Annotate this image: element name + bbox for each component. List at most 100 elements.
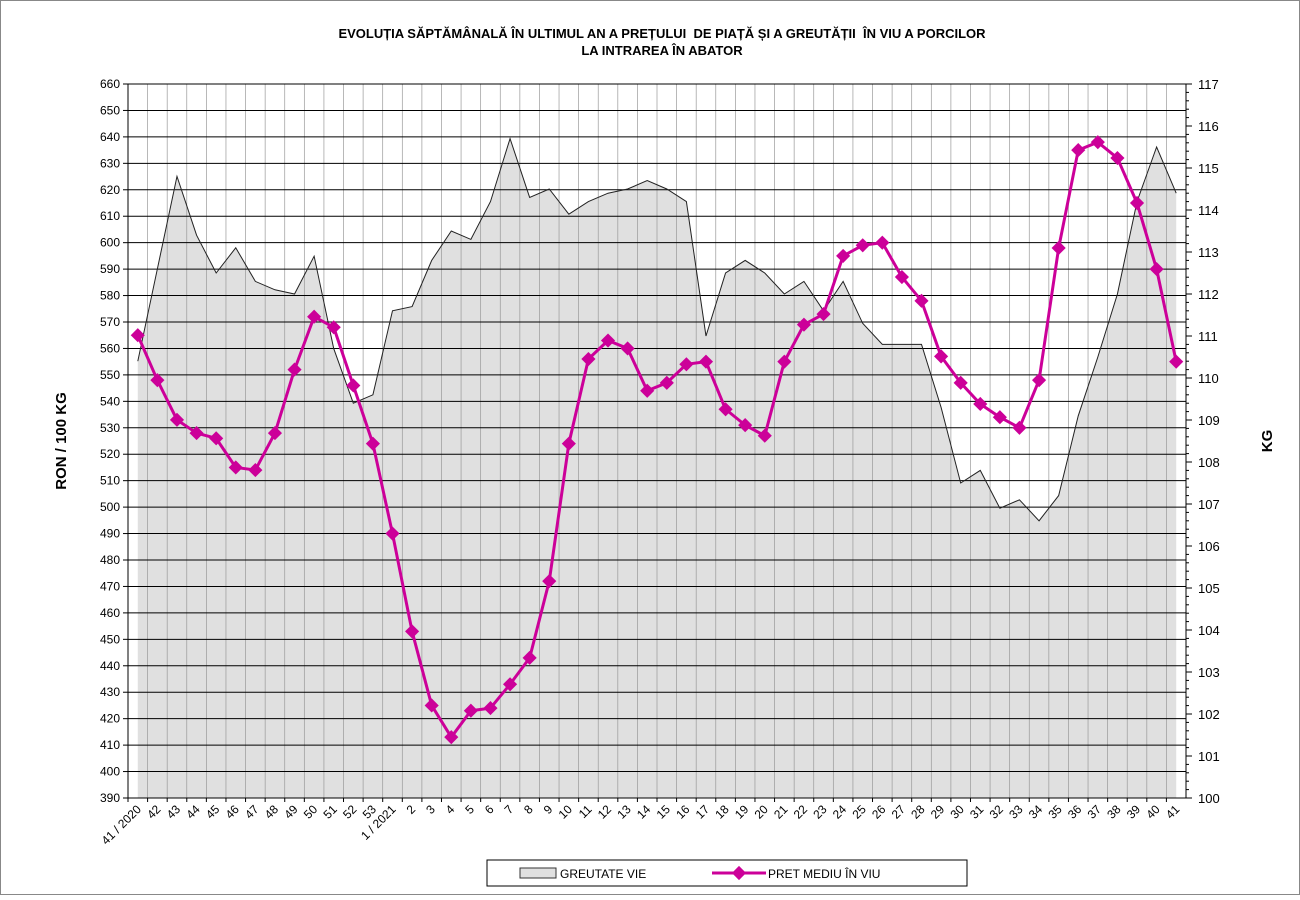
y-tick-label: 400 <box>100 765 120 779</box>
y2-tick-label: 103 <box>1198 665 1220 680</box>
price-marker <box>326 320 341 335</box>
legend-label: GREUTATE VIE <box>560 867 646 881</box>
price-marker <box>424 698 439 713</box>
y2-tick-label: 112 <box>1198 287 1219 302</box>
y2-tick-label: 117 <box>1198 77 1219 92</box>
y-tick-label: 530 <box>100 421 120 435</box>
y2-tick-label: 106 <box>1198 539 1220 554</box>
y-axis-label: RON / 100 KG <box>53 392 70 490</box>
price-marker <box>796 317 812 332</box>
chart-title: EVOLUȚIA SĂPTĂMÂNALĂ ÎN ULTIMUL AN A PRE… <box>338 26 986 41</box>
y-tick-label: 540 <box>100 394 120 408</box>
y-tick-label: 430 <box>100 685 120 699</box>
y-tick-label: 560 <box>100 341 120 355</box>
y2-axis-label: KG <box>1259 430 1276 453</box>
price-marker <box>855 238 870 253</box>
y2-tick-label: 110 <box>1198 371 1219 386</box>
price-marker <box>620 341 635 356</box>
y-tick-label: 660 <box>100 77 120 91</box>
plot-area: 390 400 410 420 430 440 450 460 470 480 490 500 510 5… <box>99 77 1220 848</box>
y-tick-label: 520 <box>100 447 120 461</box>
price-marker <box>600 333 616 348</box>
price-marker <box>659 375 674 390</box>
y-tick-label: 610 <box>100 209 120 223</box>
price-marker <box>463 703 478 718</box>
y-tick-label: 620 <box>100 183 120 197</box>
y-tick-label: 440 <box>100 659 120 673</box>
price-marker <box>385 526 400 541</box>
price-marker <box>189 425 204 441</box>
price-marker <box>307 309 322 324</box>
y-tick-label: 420 <box>100 712 120 726</box>
y2-tick-label: 115 <box>1198 161 1219 176</box>
y2-tick-label: 101 <box>1198 749 1220 764</box>
y2-tick-label: 114 <box>1198 203 1219 218</box>
price-marker <box>1129 195 1145 211</box>
y-tick-label: 510 <box>100 474 120 488</box>
y-tick-label: 640 <box>100 130 120 144</box>
price-marker <box>248 463 263 478</box>
price-marker <box>738 418 753 433</box>
price-marker <box>542 574 557 589</box>
y2-tick-label: 113 <box>1198 245 1219 260</box>
legend-label: PRET MEDIU ÎN VIU <box>768 866 880 881</box>
price-marker <box>169 412 185 427</box>
price-marker <box>1071 143 1086 158</box>
price-marker <box>483 701 498 716</box>
price-marker <box>934 349 949 364</box>
y-tick-label: 580 <box>100 289 120 303</box>
price-marker <box>444 730 459 745</box>
y-tick-label: 480 <box>100 553 120 567</box>
y2-tick-label: 111 <box>1198 329 1218 344</box>
price-marker <box>1110 150 1125 166</box>
y2-tick-label: 104 <box>1198 623 1220 638</box>
legend-swatch <box>731 865 747 881</box>
legend-swatch <box>519 867 557 879</box>
price-marker <box>209 431 224 446</box>
y2-tick-label: 107 <box>1198 497 1220 512</box>
y-tick-label: 410 <box>100 738 120 752</box>
y2-tick-label: 100 <box>1198 791 1220 806</box>
y2-tick-label: 108 <box>1198 455 1220 470</box>
price-marker <box>1090 135 1105 150</box>
price-marker <box>953 375 968 390</box>
y-tick-label: 550 <box>100 368 120 382</box>
y2-tick-label: 105 <box>1198 581 1220 596</box>
price-marker <box>405 624 420 639</box>
price-marker <box>1012 420 1027 435</box>
y-tick-label: 450 <box>100 632 120 646</box>
price-marker <box>777 354 792 369</box>
price-marker <box>875 235 890 250</box>
y-tick-label: 600 <box>100 236 120 250</box>
price-marker <box>718 402 733 417</box>
price-marker <box>365 436 380 451</box>
price-marker <box>992 410 1007 425</box>
price-marker <box>640 383 655 398</box>
price-marker <box>581 351 596 367</box>
price-marker <box>561 436 576 451</box>
price-marker <box>522 650 537 665</box>
price-marker <box>1031 373 1047 388</box>
price-marker <box>287 362 302 377</box>
price-marker <box>679 357 694 372</box>
legend: GREUTATE VIE PRET MEDIU ÎN VIU <box>486 859 968 887</box>
price-marker <box>698 354 714 369</box>
price-marker <box>502 677 518 692</box>
y2-tick-label: 116 <box>1198 119 1219 134</box>
y-tick-label: 570 <box>100 315 120 329</box>
y-tick-label: 500 <box>100 500 120 514</box>
price-marker <box>757 428 772 443</box>
price-marker <box>836 248 851 263</box>
y-tick-label: 630 <box>100 156 120 170</box>
y-tick-label: 390 <box>100 791 120 805</box>
price-marker <box>228 460 243 475</box>
chart-title: LA INTRAREA ÎN ABATOR <box>581 43 743 58</box>
price-marker <box>1051 240 1066 256</box>
price-marker <box>130 328 145 343</box>
y-tick-label: 470 <box>100 579 120 593</box>
price-marker <box>816 306 831 322</box>
area-outline <box>137 136 1177 522</box>
price-marker <box>346 378 361 393</box>
price-marker <box>914 293 929 308</box>
